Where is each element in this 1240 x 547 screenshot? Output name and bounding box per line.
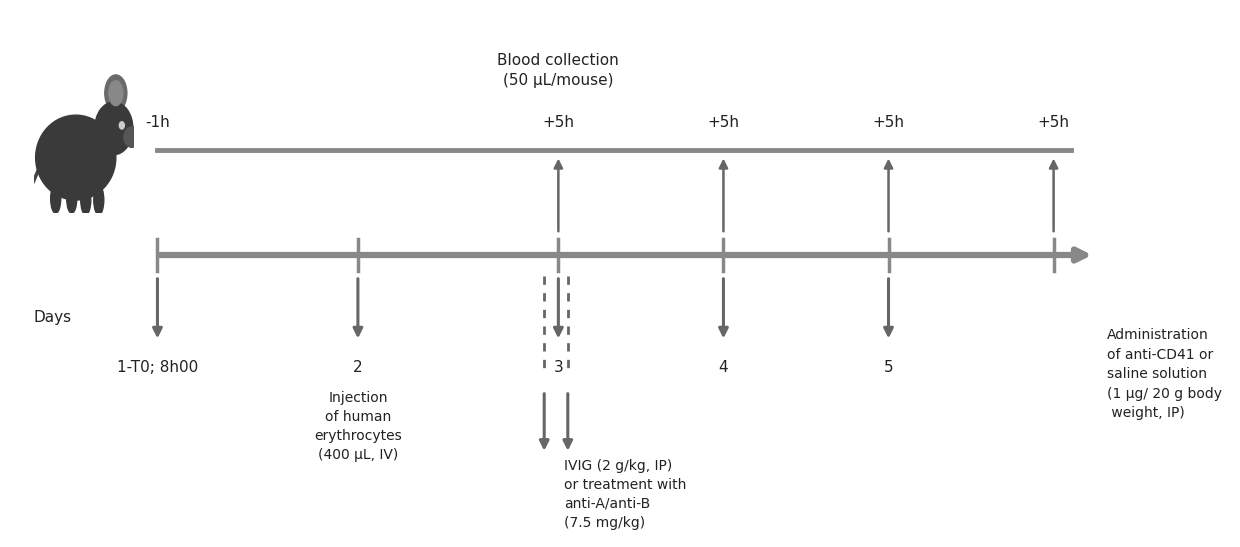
- Text: +5h: +5h: [1038, 114, 1070, 130]
- Text: +5h: +5h: [708, 114, 739, 130]
- Text: Administration
of anti-CD41 or
saline solution
(1 μg/ 20 g body
 weight, IP): Administration of anti-CD41 or saline so…: [1106, 328, 1221, 420]
- Text: +5h: +5h: [873, 114, 904, 130]
- Text: 5: 5: [884, 359, 893, 375]
- Text: Days: Days: [33, 310, 72, 325]
- Text: -1h: -1h: [145, 114, 170, 130]
- Text: +5h: +5h: [542, 114, 574, 130]
- Text: Injection
of human
erythrocytes
(400 μL, IV): Injection of human erythrocytes (400 μL,…: [314, 391, 402, 462]
- Text: 3: 3: [553, 359, 563, 375]
- Text: 2: 2: [353, 359, 363, 375]
- Text: IVIG (2 g/kg, IP)
or treatment with
anti-A/anti-B
(7.5 mg/kg): IVIG (2 g/kg, IP) or treatment with anti…: [564, 459, 687, 529]
- Text: 1-T0; 8h00: 1-T0; 8h00: [117, 359, 198, 375]
- Text: 4: 4: [719, 359, 728, 375]
- Text: Blood collection
(50 μL/mouse): Blood collection (50 μL/mouse): [497, 53, 619, 88]
